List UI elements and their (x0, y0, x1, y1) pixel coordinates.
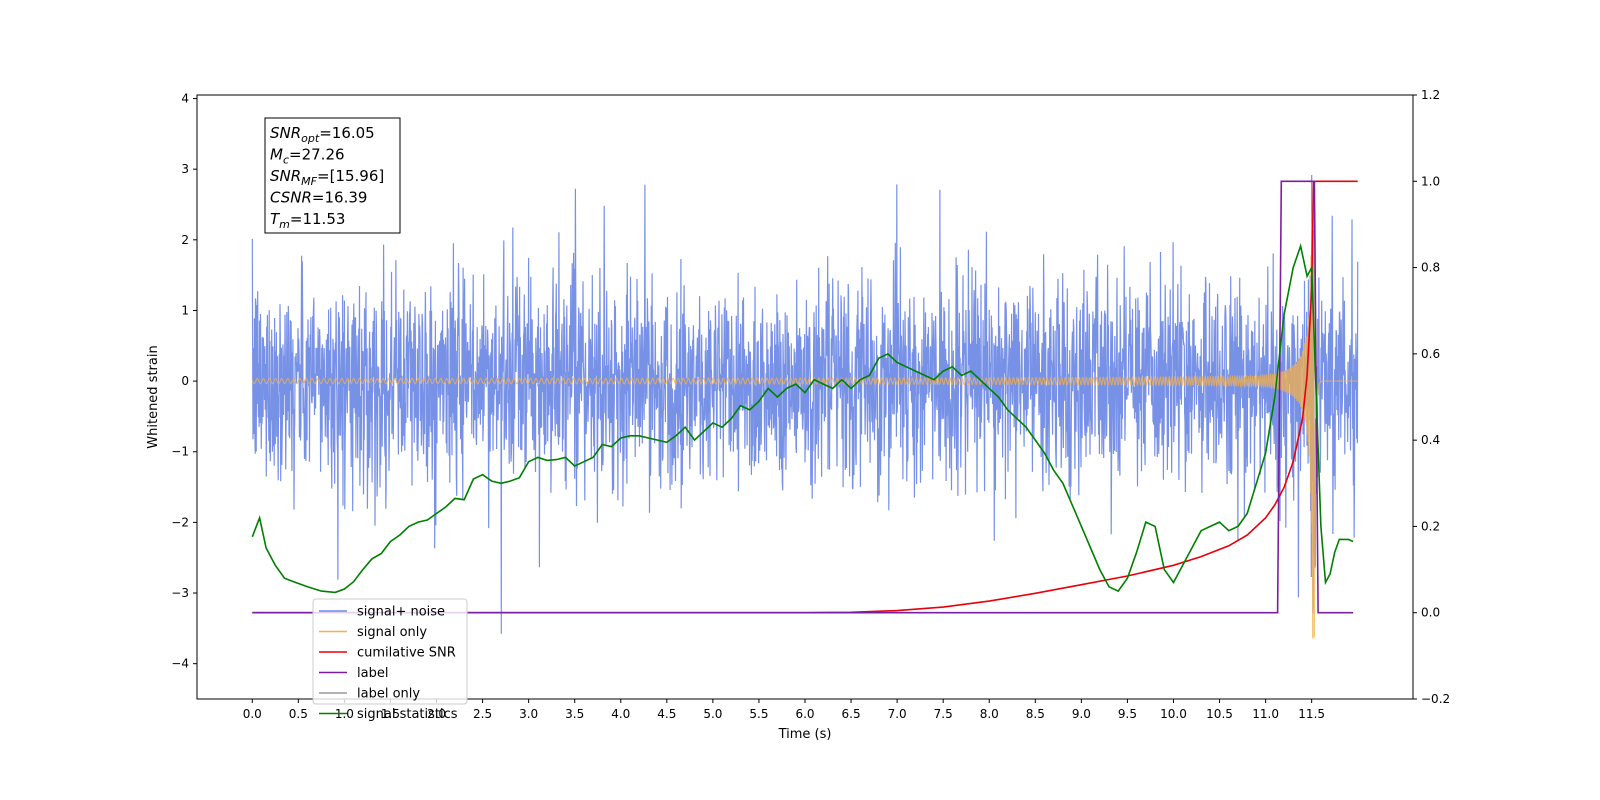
y-axis-label: Whitened strain (146, 345, 161, 448)
x-tick-label: 9.0 (1072, 707, 1091, 721)
y-tick-label: 0 (181, 374, 189, 388)
legend-label: label (357, 666, 388, 681)
x-tick-label: 2.0 (427, 707, 446, 721)
annotation-line: Tm=11.53 (270, 210, 345, 231)
x-tick-label: 2.5 (473, 707, 492, 721)
x-tick-label: 3.5 (565, 707, 584, 721)
y2-tick-label: 1.0 (1421, 174, 1440, 188)
series-signal-noise (251, 174, 1359, 634)
x-tick-label: 6.5 (842, 707, 861, 721)
legend-label: label only (357, 687, 420, 702)
x-tick-label: 0.5 (289, 707, 308, 721)
annotation-line: CSNR=16.39 (270, 189, 367, 207)
x-tick-label: 11.0 (1252, 707, 1279, 721)
annotation-line: Mc=27.26 (270, 146, 345, 167)
x-tick-label: 0.0 (243, 707, 262, 721)
series-layer (251, 174, 1359, 639)
legend-frame (312, 598, 468, 705)
x-axis-label: Time (s) (778, 727, 832, 742)
series-signal-statistics (251, 243, 1354, 594)
x-tick-label: 1.5 (381, 707, 400, 721)
annotation-box: SNRopt=16.05Mc=27.26SNRMF=[15.96]CSNR=16… (264, 117, 401, 234)
x-tick-label: 7.0 (888, 707, 907, 721)
x-tick-label: 4.0 (611, 707, 630, 721)
y-tick-label: 2 (181, 233, 189, 247)
x-tick-label: 7.5 (934, 707, 953, 721)
y2-tick-label: 0.8 (1421, 261, 1440, 275)
y2-tick-label: 1.2 (1421, 88, 1440, 102)
y-tick-label: 3 (181, 162, 189, 176)
series-signal-only (251, 186, 1358, 639)
legend-label: signal only (357, 625, 427, 640)
x-tick-label: 5.0 (703, 707, 722, 721)
y-tick-label: 4 (181, 92, 189, 106)
x-tick-label: 3.0 (519, 707, 538, 721)
annotation-frame (264, 117, 401, 234)
legend: signal+ noise signal only cumilative SNR la… (312, 598, 468, 722)
x-tick-label: 8.0 (980, 707, 999, 721)
annotation-line: SNRopt=16.05 (270, 124, 375, 145)
y-tick-label: −3 (171, 586, 189, 600)
x-tick-label: 4.5 (657, 707, 676, 721)
x-tick-label: 10.5 (1206, 707, 1233, 721)
x-tick-label: 9.5 (1118, 707, 1137, 721)
y2-tick-label: 0.4 (1421, 433, 1440, 447)
legend-label: signal+ noise (357, 605, 445, 620)
y-tick-label: −4 (171, 657, 189, 671)
x-tick-label: 6.0 (795, 707, 814, 721)
annotation-line: SNRMF=[15.96] (270, 167, 384, 188)
y-tick-label: −2 (171, 515, 189, 529)
series-label (252, 180, 1354, 614)
y2-tick-label: 0.2 (1421, 519, 1440, 533)
x-tick-label: 11.5 (1298, 707, 1325, 721)
x-tick-label: 8.5 (1026, 707, 1045, 721)
y2-tick-label: 0.0 (1421, 606, 1440, 620)
y2-tick-label: −0.2 (1421, 692, 1450, 706)
y-tick-label: −1 (171, 445, 189, 459)
axes-layer: 0.0 0.5 1.0 1.5 2.0 2.5 3.0 3.5 4.0 4.5 5.0 5.5 6.0 6… (171, 88, 1450, 721)
x-tick-label: 5.5 (749, 707, 768, 721)
x-tick-label: 10.0 (1160, 707, 1187, 721)
y-tick-label: 1 (181, 303, 189, 317)
legend-label: cumilative SNR (357, 646, 456, 661)
legend-label: signal statistics (357, 707, 458, 722)
y2-tick-label: 0.6 (1421, 347, 1440, 361)
